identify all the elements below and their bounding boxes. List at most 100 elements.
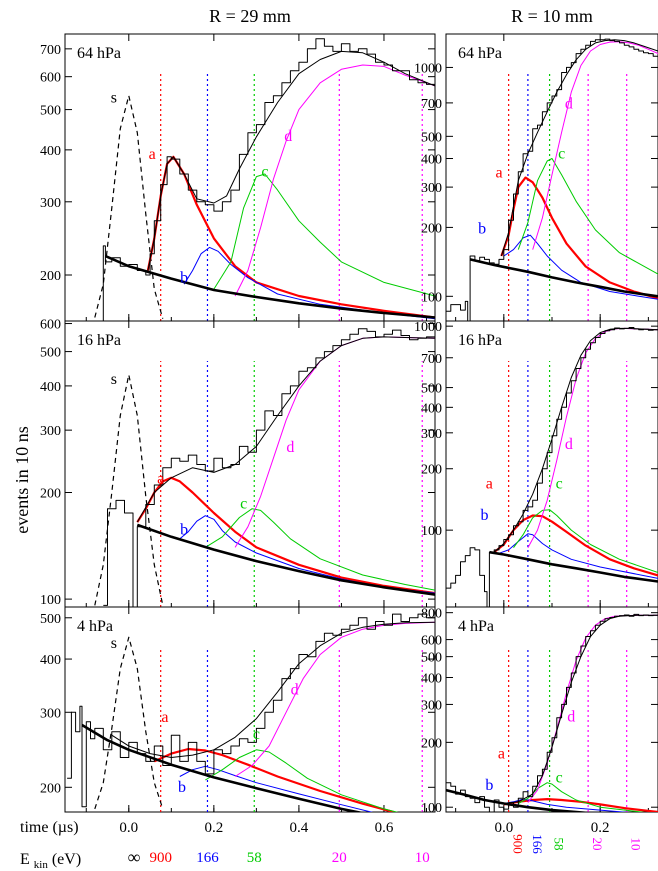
- curve-label-b: b: [180, 522, 188, 539]
- energy-marker-label: 166: [530, 834, 545, 854]
- series-data: [102, 38, 435, 321]
- series-d: [234, 64, 435, 297]
- curve-label-d: d: [565, 436, 573, 453]
- series-s: [94, 95, 164, 319]
- energy-marker-label: 58: [552, 838, 567, 851]
- y-tick-label: 500: [40, 346, 61, 361]
- panel-frame: [64, 320, 436, 608]
- series-background: [136, 523, 435, 596]
- curve-label-b: b: [180, 269, 188, 286]
- y-tick-label: 500: [40, 612, 61, 627]
- series-b: [179, 515, 435, 594]
- curve-label-c: c: [261, 164, 268, 181]
- pressure-label: 4 hPa: [458, 618, 494, 635]
- curve-label-c: c: [558, 146, 565, 163]
- pressure-label: 4 hPa: [77, 618, 113, 635]
- series-s: [94, 636, 164, 810]
- series-d: [532, 41, 658, 250]
- series-d: [234, 336, 435, 548]
- series-fit: [493, 327, 658, 553]
- y-tick-label: 300: [40, 196, 61, 211]
- energy-marker-label: 10: [629, 838, 644, 851]
- y-tick-label: 500: [421, 651, 442, 666]
- panel-3: 4 hPa 200 300 400 500 0.0 0.2 0.4 0.6 900 166 58 20 1…: [40, 606, 436, 866]
- y-tick-label: 400: [421, 401, 442, 416]
- y-tick-label: 600: [421, 634, 442, 649]
- y-tick-label: 600: [40, 318, 61, 333]
- curve-label-a: a: [157, 471, 164, 488]
- y-tick-label: 200: [40, 269, 61, 284]
- y-tick-label: 700: [421, 97, 442, 112]
- y-tick-label: 200: [421, 463, 442, 478]
- y-tick-label: 500: [40, 104, 61, 119]
- curve-label-c: c: [253, 726, 260, 743]
- series-b: [503, 798, 629, 812]
- energy-marker-label: 166: [196, 850, 219, 866]
- energy-marker-label: 10: [415, 850, 430, 866]
- panel-2: 16 hPa 100 200 300 400 500 600 s a b c d: [40, 318, 436, 608]
- curve-label-b: b: [485, 777, 493, 794]
- panel-frame: [64, 606, 436, 813]
- series-a: [146, 155, 435, 319]
- y-tick-label: 300: [421, 698, 442, 713]
- y-tick-label: 400: [40, 380, 61, 395]
- curve-label-c: c: [240, 496, 247, 513]
- pressure-label: 16 hPa: [458, 332, 502, 349]
- curve-label-a: a: [149, 146, 156, 163]
- curve-label-a: a: [495, 165, 502, 182]
- y-tick-label: 300: [40, 424, 61, 439]
- x-tick-label: 0.6: [375, 820, 394, 836]
- series-c: [517, 158, 658, 275]
- series-background: [469, 258, 658, 298]
- ekin-label-main: E: [20, 851, 30, 868]
- series-d: [527, 327, 658, 548]
- y-tick-label: 600: [40, 71, 61, 86]
- series-background: [489, 550, 658, 583]
- curve-label-c: c: [556, 770, 563, 787]
- y-tick-label: 300: [421, 427, 442, 442]
- series-background: [446, 788, 592, 812]
- pressure-label: 64 hPa: [458, 45, 502, 62]
- y-tick-label: 200: [421, 736, 442, 751]
- y-tick-label: 100: [421, 290, 442, 305]
- y-tick-label: 1000: [414, 61, 442, 76]
- y-tick-label: 200: [40, 781, 61, 796]
- panel-title: R = 10 mm: [511, 6, 593, 26]
- plot-area: [94, 328, 435, 607]
- series-c: [213, 173, 435, 297]
- curve-label-a: a: [486, 476, 493, 493]
- y-tick-label: 300: [40, 706, 61, 721]
- series-fit: [111, 621, 435, 758]
- panel-title: R = 29 mm: [209, 6, 291, 26]
- panel-1: R = 29 mm 64 hPa 200 300 400 500 600 700 s a b c d: [40, 6, 436, 322]
- panel-4: R = 10 mm 64 hPa 100 200 300 400 500 700 1000 a b c…: [414, 6, 658, 322]
- pressure-label: 16 hPa: [77, 332, 121, 349]
- plot-area: [446, 327, 658, 607]
- x-axis-label-time: time (µs): [20, 819, 79, 836]
- series-background: [81, 723, 364, 812]
- x-tick-label: 0.0: [119, 820, 138, 836]
- panel-6: 4 hPa 100 200 300 400 500 600 800 0.0 0.2 900 166 58…: [421, 606, 658, 854]
- series-fit: [500, 39, 658, 257]
- y-tick-label: 700: [421, 352, 442, 367]
- curve-label-s: s: [111, 635, 117, 652]
- series-a: [153, 747, 398, 812]
- y-axis-label: events in 10 ns: [12, 426, 32, 534]
- y-tick-label: 200: [421, 221, 442, 236]
- curve-label-s: s: [111, 90, 117, 107]
- series-b: [503, 234, 658, 300]
- series-b: [179, 765, 374, 812]
- series-a: [500, 176, 658, 300]
- series-b: [183, 246, 435, 320]
- energy-marker-label: 58: [247, 850, 262, 866]
- plot-area: [94, 38, 435, 321]
- panels: R = 29 mm 64 hPa 200 300 400 500 600 700 s a b c d 16…: [40, 6, 658, 866]
- y-tick-label: 800: [421, 607, 442, 622]
- y-tick-label: 500: [421, 382, 442, 397]
- curve-label-d: d: [284, 128, 292, 145]
- curve-label-b: b: [178, 779, 186, 796]
- curve-label-d: d: [286, 439, 294, 456]
- x-tick-label: 0.2: [591, 820, 610, 836]
- series-fit: [136, 336, 435, 523]
